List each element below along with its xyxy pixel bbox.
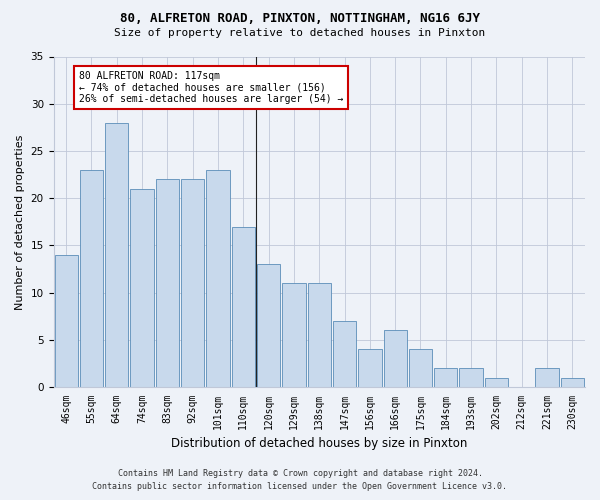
Bar <box>434 368 457 387</box>
Bar <box>409 350 432 387</box>
Text: Size of property relative to detached houses in Pinxton: Size of property relative to detached ho… <box>115 28 485 38</box>
Bar <box>283 283 305 387</box>
Bar <box>105 122 128 387</box>
Bar <box>80 170 103 387</box>
Bar <box>308 283 331 387</box>
Text: Contains HM Land Registry data © Crown copyright and database right 2024.: Contains HM Land Registry data © Crown c… <box>118 468 482 477</box>
Bar <box>257 264 280 387</box>
Bar <box>206 170 230 387</box>
Bar <box>333 321 356 387</box>
Bar <box>156 180 179 387</box>
X-axis label: Distribution of detached houses by size in Pinxton: Distribution of detached houses by size … <box>171 437 467 450</box>
Bar <box>181 180 205 387</box>
Y-axis label: Number of detached properties: Number of detached properties <box>15 134 25 310</box>
Bar <box>232 226 255 387</box>
Bar <box>55 255 78 387</box>
Bar <box>460 368 483 387</box>
Bar <box>130 189 154 387</box>
Text: Contains public sector information licensed under the Open Government Licence v3: Contains public sector information licen… <box>92 482 508 491</box>
Bar <box>561 378 584 387</box>
Bar <box>383 330 407 387</box>
Text: 80, ALFRETON ROAD, PINXTON, NOTTINGHAM, NG16 6JY: 80, ALFRETON ROAD, PINXTON, NOTTINGHAM, … <box>120 12 480 26</box>
Text: 80 ALFRETON ROAD: 117sqm
← 74% of detached houses are smaller (156)
26% of semi-: 80 ALFRETON ROAD: 117sqm ← 74% of detach… <box>79 70 343 104</box>
Bar <box>485 378 508 387</box>
Bar <box>535 368 559 387</box>
Bar <box>358 350 382 387</box>
